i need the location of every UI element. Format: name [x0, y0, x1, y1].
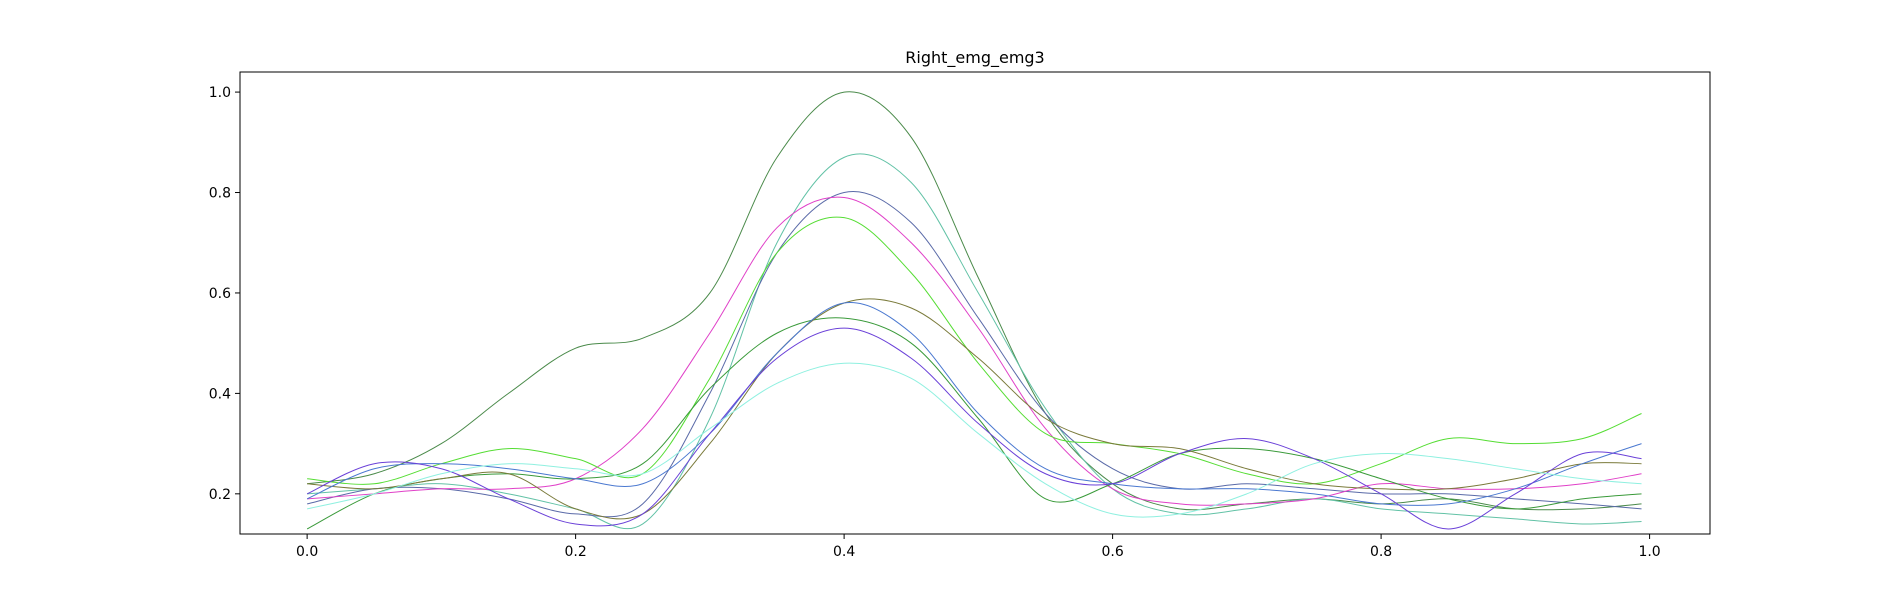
x-tick-label: 1.0: [1638, 544, 1660, 560]
series-line-2: [307, 153, 1642, 530]
x-tick-label: 0.2: [564, 544, 586, 560]
series-line-9: [306, 327, 1642, 530]
series-line-6: [306, 317, 1642, 530]
series-line-5: [307, 216, 1642, 485]
series-layer: [306, 91, 1642, 530]
series-line-10: [307, 362, 1642, 518]
series-line-7: [307, 298, 1642, 520]
axes-layer: 0.0 0.2 0.4 0.6 0.8 1.0 0.2 0.4 0.6 0.8 1.0: [209, 85, 1661, 560]
x-tick-label: 0.8: [1370, 544, 1392, 560]
y-tick-label: 0.4: [209, 386, 231, 402]
y-tick-label: 0.8: [209, 186, 231, 202]
series-line-1: [307, 91, 1642, 511]
x-tick-label: 0.0: [296, 544, 318, 560]
series-line-8: [306, 302, 1642, 506]
chart-title: Right_emg_emg3: [905, 48, 1044, 68]
y-tick-label: 0.6: [209, 286, 231, 302]
y-tick-label: 1.0: [209, 85, 231, 101]
series-line-4: [307, 196, 1642, 506]
plot-frame: [239, 71, 1711, 535]
x-tick-label: 0.4: [833, 544, 855, 560]
series-line-3: [307, 191, 1642, 518]
x-tick-label: 0.6: [1101, 544, 1123, 560]
y-tick-label: 0.2: [209, 487, 231, 503]
